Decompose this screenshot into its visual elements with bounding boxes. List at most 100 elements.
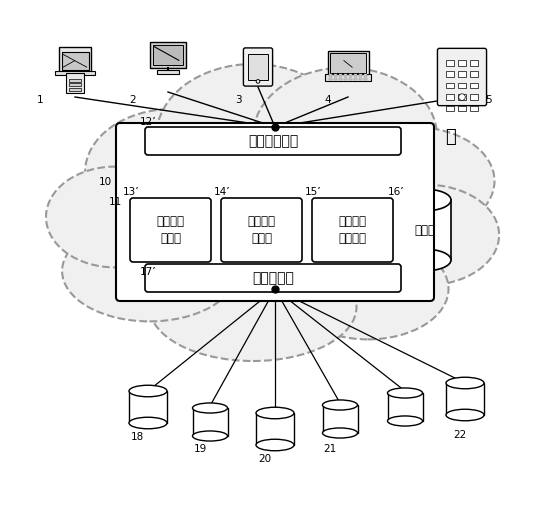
Text: 17’: 17’ bbox=[140, 267, 156, 277]
Bar bbox=[334, 77, 337, 78]
Text: 12’: 12’ bbox=[140, 117, 156, 127]
Bar bbox=[470, 71, 479, 77]
Bar bbox=[470, 94, 479, 100]
Bar bbox=[248, 54, 268, 80]
FancyBboxPatch shape bbox=[437, 48, 486, 105]
Circle shape bbox=[256, 80, 260, 83]
Ellipse shape bbox=[193, 431, 227, 441]
Ellipse shape bbox=[446, 377, 484, 389]
Bar bbox=[349, 79, 352, 80]
FancyBboxPatch shape bbox=[145, 127, 401, 155]
Text: 14’: 14’ bbox=[214, 187, 230, 197]
Bar bbox=[157, 70, 179, 74]
Bar bbox=[364, 74, 367, 75]
Ellipse shape bbox=[46, 167, 184, 267]
Ellipse shape bbox=[288, 239, 449, 339]
FancyBboxPatch shape bbox=[130, 198, 211, 262]
Bar bbox=[364, 79, 367, 80]
Circle shape bbox=[459, 94, 465, 100]
Bar bbox=[349, 74, 352, 75]
Bar bbox=[359, 74, 362, 75]
FancyBboxPatch shape bbox=[312, 198, 393, 262]
Ellipse shape bbox=[256, 439, 294, 451]
Ellipse shape bbox=[150, 253, 357, 361]
FancyBboxPatch shape bbox=[59, 47, 91, 73]
Ellipse shape bbox=[129, 417, 167, 429]
Bar bbox=[61, 52, 88, 70]
Text: 1: 1 bbox=[36, 95, 43, 105]
Text: 22: 22 bbox=[453, 430, 466, 440]
Text: 11: 11 bbox=[108, 197, 121, 207]
Bar bbox=[339, 74, 342, 75]
Ellipse shape bbox=[253, 67, 437, 204]
Bar bbox=[330, 53, 366, 73]
Bar bbox=[458, 71, 466, 77]
FancyBboxPatch shape bbox=[145, 264, 401, 292]
FancyBboxPatch shape bbox=[388, 393, 422, 421]
Bar bbox=[445, 105, 454, 112]
Text: 3: 3 bbox=[235, 95, 241, 105]
Bar bbox=[327, 51, 369, 76]
Text: 内容布局
个性化器: 内容布局 个性化器 bbox=[338, 215, 367, 245]
FancyBboxPatch shape bbox=[256, 413, 294, 445]
Bar bbox=[359, 77, 362, 78]
Bar bbox=[68, 83, 81, 86]
Text: 10: 10 bbox=[98, 177, 112, 187]
Bar bbox=[354, 74, 357, 75]
Bar bbox=[55, 70, 95, 75]
Ellipse shape bbox=[388, 416, 422, 426]
Bar bbox=[334, 74, 337, 75]
Bar bbox=[354, 79, 357, 80]
Bar bbox=[325, 74, 371, 81]
Bar bbox=[458, 94, 466, 100]
Bar bbox=[359, 79, 362, 80]
Text: 客户端管理器: 客户端管理器 bbox=[248, 134, 298, 148]
Bar bbox=[329, 78, 332, 79]
Bar bbox=[445, 83, 454, 89]
Bar bbox=[458, 60, 466, 65]
Ellipse shape bbox=[322, 428, 358, 438]
Bar bbox=[349, 77, 352, 78]
Bar bbox=[339, 79, 342, 80]
Ellipse shape bbox=[399, 249, 451, 271]
Bar bbox=[445, 71, 454, 77]
Bar bbox=[470, 83, 479, 89]
Ellipse shape bbox=[446, 409, 484, 421]
Text: 18: 18 bbox=[130, 432, 144, 442]
Bar bbox=[458, 83, 466, 89]
FancyBboxPatch shape bbox=[399, 200, 451, 260]
Bar bbox=[329, 74, 332, 75]
Bar bbox=[470, 105, 479, 112]
Bar bbox=[150, 42, 186, 67]
Bar bbox=[68, 79, 81, 82]
Ellipse shape bbox=[85, 109, 260, 235]
Ellipse shape bbox=[333, 127, 495, 235]
FancyBboxPatch shape bbox=[129, 391, 167, 423]
Bar bbox=[339, 78, 342, 79]
Ellipse shape bbox=[399, 189, 451, 211]
Bar bbox=[445, 94, 454, 100]
FancyBboxPatch shape bbox=[116, 123, 434, 301]
Bar bbox=[334, 78, 337, 79]
Bar bbox=[339, 77, 342, 78]
Bar bbox=[458, 105, 466, 112]
Bar bbox=[470, 60, 479, 65]
Ellipse shape bbox=[156, 64, 349, 208]
Bar bbox=[354, 78, 357, 79]
Text: 15’: 15’ bbox=[305, 187, 321, 197]
Text: 21: 21 bbox=[323, 444, 337, 454]
Text: 数据库: 数据库 bbox=[415, 224, 436, 236]
Bar bbox=[153, 45, 183, 65]
Text: 4: 4 bbox=[325, 95, 331, 105]
FancyBboxPatch shape bbox=[243, 48, 273, 86]
Ellipse shape bbox=[256, 407, 294, 419]
Bar bbox=[344, 78, 347, 79]
Text: 5: 5 bbox=[485, 95, 491, 105]
Ellipse shape bbox=[193, 403, 227, 413]
FancyBboxPatch shape bbox=[322, 405, 358, 433]
FancyBboxPatch shape bbox=[193, 408, 227, 436]
Ellipse shape bbox=[352, 185, 499, 285]
Bar bbox=[349, 78, 352, 79]
FancyBboxPatch shape bbox=[221, 198, 302, 262]
Text: 2: 2 bbox=[130, 95, 136, 105]
